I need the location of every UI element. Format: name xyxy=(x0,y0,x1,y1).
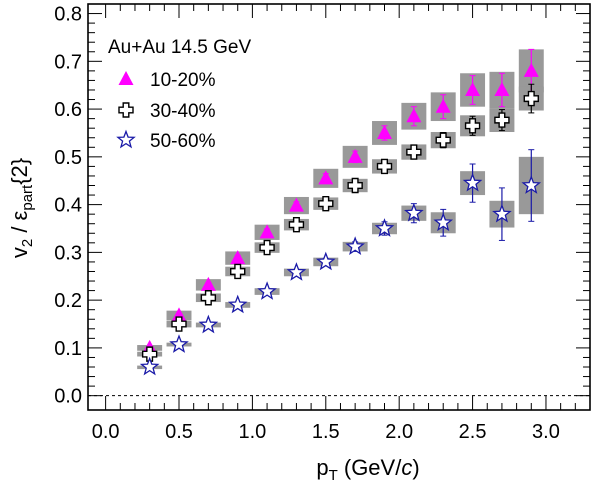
data-point-series-1 xyxy=(464,118,481,134)
data-point-series-2 xyxy=(433,212,454,232)
data-point-series-1 xyxy=(406,144,422,160)
data-point-series-0 xyxy=(406,108,422,123)
data-point-series-2 xyxy=(169,334,189,353)
data-point-series-2 xyxy=(345,236,365,256)
data-point-series-0 xyxy=(318,170,334,185)
data-point-series-1 xyxy=(141,346,158,362)
data-point-series-1 xyxy=(230,263,246,280)
y-axis-label-v-sub: 2 xyxy=(19,239,36,247)
data-point-series-0 xyxy=(288,197,304,212)
y-tick-label: 0.7 xyxy=(54,51,82,73)
axis-ticks xyxy=(88,4,590,410)
x-axis-label-unit-italic: c xyxy=(401,455,412,480)
data-point-series-1 xyxy=(200,290,217,306)
data-point-series-1 xyxy=(171,316,187,332)
x-tick-label: 2.5 xyxy=(459,421,487,443)
x-axis-label: pT (GeV/c) xyxy=(316,455,419,484)
data-point-series-2 xyxy=(404,202,424,222)
legend: 10-20% 30-40% 50-60% xyxy=(116,70,216,152)
data-point-series-0 xyxy=(230,250,246,265)
data-point-series-0 xyxy=(494,81,510,96)
x-tick-label: 3.0 xyxy=(532,421,560,443)
legend-marker xyxy=(118,71,134,85)
legend-label: 10-20% xyxy=(150,70,216,91)
collision-system-label: Au+Au 14.5 GeV xyxy=(108,37,251,58)
axis-tick-labels: 0.0 0.5 1.0 1.5 2.0 2.5 3.0 0.0 0.1 0.2 0.3 0.4 0.5 0… xyxy=(54,4,560,443)
data-point-series-2 xyxy=(198,314,219,334)
y-tick-label: 0.5 xyxy=(54,147,82,169)
data-point-series-2 xyxy=(286,262,307,281)
x-tick-label: 0.5 xyxy=(165,421,193,443)
data-point-series-0 xyxy=(200,276,216,291)
data-point-series-2 xyxy=(374,218,395,237)
data-point-series-2 xyxy=(227,294,248,314)
data-point-series-2 xyxy=(521,175,542,194)
data-point-series-0 xyxy=(523,62,539,77)
y-axis-label-tail: {2} xyxy=(7,158,32,185)
legend-entry-2: 50-60% xyxy=(116,129,216,152)
y-axis-label-v: v xyxy=(7,247,32,258)
systematic-error-boxes xyxy=(137,49,544,370)
data-markers xyxy=(139,62,542,376)
legend-entry-0: 10-20% xyxy=(118,70,216,91)
legend-marker xyxy=(118,102,134,118)
legend-marker xyxy=(116,129,136,149)
x-axis-label-sub: T xyxy=(329,467,338,484)
data-point-series-0 xyxy=(259,224,275,239)
x-axis-label-unit-post: ) xyxy=(412,455,419,480)
data-point-series-0 xyxy=(465,81,481,96)
y-tick-label: 0.3 xyxy=(54,242,82,264)
y-tick-label: 0.4 xyxy=(54,195,82,217)
legend-label: 50-60% xyxy=(150,131,216,152)
data-point-series-0 xyxy=(377,124,393,139)
data-point-series-2 xyxy=(462,172,483,192)
data-point-series-2 xyxy=(492,203,512,223)
data-point-series-2 xyxy=(139,356,160,376)
x-tick-label: 0.0 xyxy=(92,421,120,443)
y-axis-label-mid: / ε xyxy=(7,210,32,238)
legend-label: 30-40% xyxy=(150,101,216,122)
y-tick-label: 0.2 xyxy=(54,290,82,312)
y-tick-label: 0.0 xyxy=(54,386,82,408)
x-tick-label: 2.0 xyxy=(385,421,413,443)
data-point-series-1 xyxy=(435,132,451,148)
data-point-series-1 xyxy=(376,158,393,175)
legend-entry-1: 30-40% xyxy=(118,101,216,122)
x-tick-label: 1.0 xyxy=(238,421,266,443)
x-tick-label: 1.5 xyxy=(312,421,340,443)
data-point-series-0 xyxy=(347,148,363,163)
y-tick-label: 0.6 xyxy=(54,99,82,121)
y-axis-label-eps-sub: part xyxy=(19,184,36,211)
data-point-series-0 xyxy=(171,307,187,322)
data-point-series-0 xyxy=(435,98,451,113)
y-tick-label: 0.8 xyxy=(54,4,82,26)
x-axis-label-unit-pre: (GeV/ xyxy=(338,455,402,480)
data-point-series-1 xyxy=(347,177,363,194)
x-axis-label-main: p xyxy=(316,455,328,480)
y-axis-label: v2 / εpart{2} xyxy=(7,158,36,258)
data-point-series-1 xyxy=(259,239,275,256)
data-point-series-1 xyxy=(523,90,539,107)
data-point-series-2 xyxy=(315,251,336,271)
data-point-series-2 xyxy=(257,281,277,300)
data-point-series-1 xyxy=(494,112,510,128)
data-point-series-1 xyxy=(288,216,305,233)
plot-frame xyxy=(87,3,591,411)
y-tick-label: 0.1 xyxy=(54,338,82,360)
data-point-series-1 xyxy=(318,195,334,212)
